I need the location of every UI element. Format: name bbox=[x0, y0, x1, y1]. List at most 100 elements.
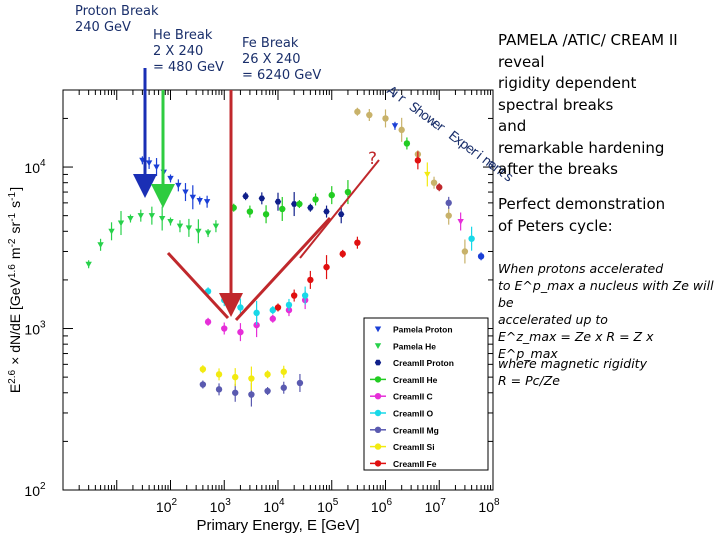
headline-line-3: rigidity dependent bbox=[498, 74, 637, 92]
rigidity-line-2: R = Pc/Ze bbox=[498, 373, 560, 388]
series-creamii-si bbox=[199, 365, 287, 391]
data-point bbox=[262, 211, 270, 218]
series-air-shower-mixed- bbox=[391, 121, 485, 261]
x-tick-label: 107 bbox=[425, 497, 447, 515]
data-point bbox=[264, 371, 271, 378]
fe-break-factor: 26 X 240 bbox=[242, 52, 301, 67]
headline-line-5: and bbox=[498, 117, 527, 135]
legend-symbol bbox=[370, 393, 386, 400]
data-point bbox=[242, 193, 249, 199]
falling-trend-line bbox=[166, 251, 230, 320]
data-point bbox=[85, 261, 92, 268]
data-point bbox=[344, 188, 352, 196]
legend-marker bbox=[374, 443, 382, 450]
x-tick-label: 103 bbox=[210, 497, 232, 515]
data-point bbox=[158, 215, 166, 222]
headline-line-7: after the breaks bbox=[498, 160, 618, 178]
data-point bbox=[221, 296, 228, 304]
x-axis-label: Primary Energy, E [GeV] bbox=[196, 517, 359, 534]
data-point bbox=[339, 250, 346, 258]
rigidity-block: where magnetic rigidity R = Pc/Ze bbox=[498, 355, 714, 389]
series-creamii-fe bbox=[274, 236, 361, 312]
legend-label: Pamela Proton bbox=[393, 325, 453, 335]
headline-line-4: spectral breaks bbox=[498, 95, 614, 114]
explanation-block: When protons accelerated to E^p_max a nu… bbox=[498, 260, 714, 362]
data-point bbox=[296, 200, 303, 208]
data-point bbox=[391, 123, 399, 130]
legend-marker bbox=[374, 326, 382, 333]
data-point bbox=[204, 230, 212, 237]
he-break-annotation: He Break 2 X 240 = 480 GeV bbox=[153, 28, 224, 76]
data-point bbox=[237, 328, 244, 336]
data-point bbox=[424, 171, 431, 178]
legend-marker bbox=[374, 460, 382, 467]
data-point bbox=[280, 384, 287, 391]
legend-label: Pamela He bbox=[393, 341, 436, 351]
data-point bbox=[253, 309, 260, 317]
data-point bbox=[468, 235, 475, 242]
data-point bbox=[274, 304, 282, 311]
data-point bbox=[258, 195, 265, 202]
data-point bbox=[338, 211, 345, 217]
legend-symbol bbox=[370, 426, 386, 433]
x-tick-label: 104 bbox=[263, 497, 285, 515]
legend-label: CreamII Si bbox=[393, 442, 435, 452]
data-point bbox=[145, 160, 153, 167]
question-mark: ? bbox=[368, 149, 377, 169]
data-point bbox=[127, 215, 134, 222]
legend-label: CreamII C bbox=[393, 392, 433, 402]
x-tick-label: 102 bbox=[156, 497, 178, 515]
explanation-line-2: to E^p_max a nucleus with Ze will be bbox=[498, 278, 714, 310]
proton-break-annotation: Proton Break 240 GeV bbox=[75, 4, 159, 36]
legend-marker bbox=[374, 409, 382, 417]
data-point bbox=[430, 179, 438, 186]
legend-symbol bbox=[374, 359, 382, 366]
data-point bbox=[153, 164, 160, 171]
rigidity-line-1: where magnetic rigidity bbox=[498, 356, 647, 371]
data-point bbox=[148, 213, 156, 219]
x-tick-label: 108 bbox=[478, 497, 500, 515]
series-pamela-he bbox=[85, 206, 220, 269]
data-point bbox=[296, 379, 304, 387]
data-point bbox=[175, 182, 182, 189]
legend-marker bbox=[374, 393, 382, 400]
legend-symbol bbox=[370, 409, 386, 417]
data-point bbox=[253, 321, 260, 329]
headline-line-2: reveal bbox=[498, 52, 545, 71]
data-point bbox=[279, 205, 286, 213]
data-point bbox=[290, 292, 298, 299]
data-point bbox=[354, 239, 361, 246]
explanation-line-3: accelerated up to bbox=[498, 312, 608, 327]
y-tick-label: 104 bbox=[24, 158, 46, 176]
legend-marker bbox=[374, 426, 382, 433]
data-point bbox=[199, 365, 207, 373]
data-point bbox=[274, 198, 282, 205]
legend-label: CreamII Mg bbox=[393, 425, 439, 435]
data-point bbox=[477, 253, 485, 260]
data-point bbox=[221, 325, 228, 332]
data-point bbox=[301, 292, 309, 299]
data-point bbox=[203, 199, 211, 205]
data-point bbox=[189, 194, 197, 201]
legend-marker bbox=[374, 359, 382, 366]
data-point bbox=[195, 228, 202, 235]
data-point bbox=[196, 198, 203, 204]
x-tick-label: 106 bbox=[371, 497, 393, 515]
explanation-line-1: When protons accelerated bbox=[498, 261, 664, 276]
legend-label: CreamII Proton bbox=[393, 358, 454, 368]
proton-break-energy: 240 GeV bbox=[75, 20, 131, 35]
data-point bbox=[269, 306, 276, 314]
data-point bbox=[328, 191, 335, 199]
data-point bbox=[204, 318, 212, 326]
data-point bbox=[215, 371, 223, 378]
data-point bbox=[280, 368, 287, 375]
data-point bbox=[246, 208, 254, 215]
legend-marker bbox=[374, 376, 382, 383]
legend-label: CreamII Fe bbox=[393, 459, 437, 469]
legend-symbol bbox=[370, 376, 386, 383]
legend-symbol bbox=[374, 326, 382, 333]
legend-box bbox=[363, 317, 489, 471]
axis-labels: Primary Energy, E [GeV] E2.6 × dN/dE [Ge… bbox=[7, 187, 360, 534]
legend-symbol bbox=[374, 343, 382, 349]
